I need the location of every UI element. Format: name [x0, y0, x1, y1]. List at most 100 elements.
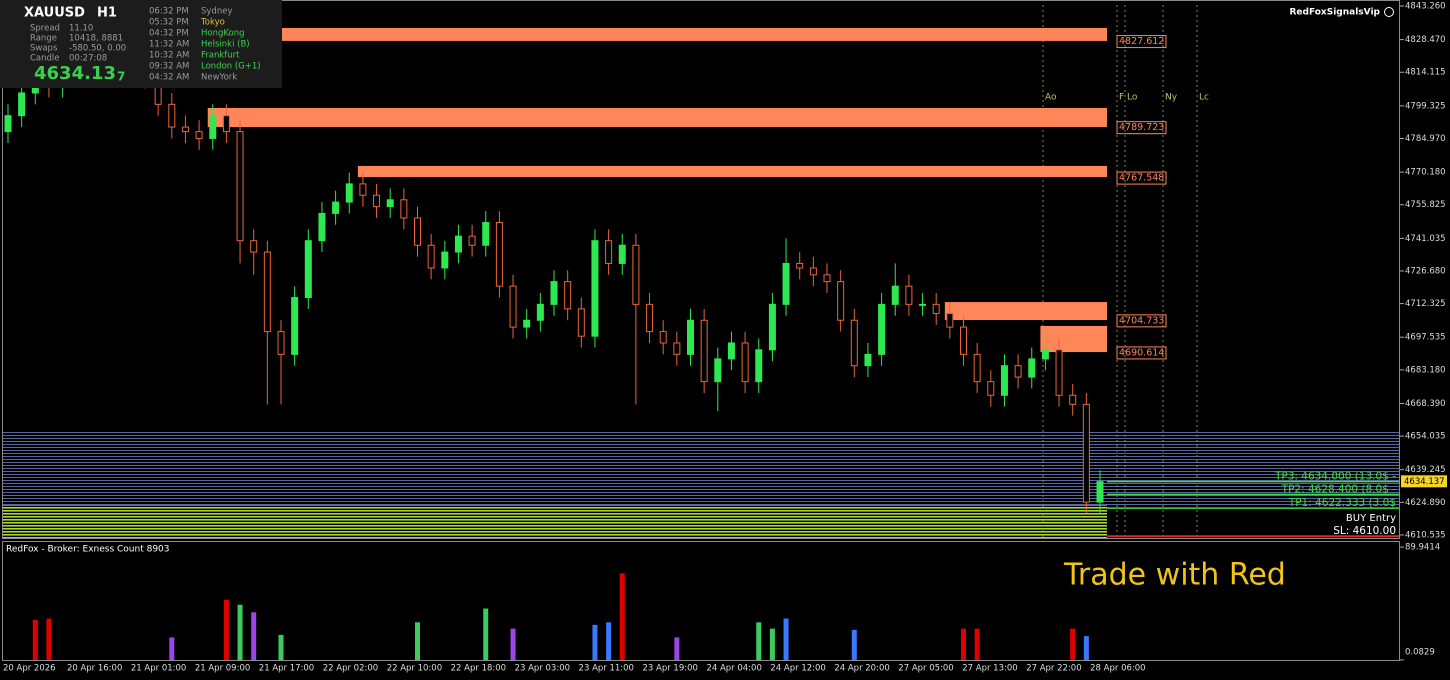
resistance-zone [944, 302, 1107, 321]
clock-city: Frankfurt [201, 51, 240, 61]
candle-body [809, 267, 817, 276]
y-tick-label: 4814.115 [1405, 68, 1446, 78]
candle-body [960, 326, 967, 355]
y-tick-label: 4610.535 [1405, 530, 1446, 540]
candle-body [495, 222, 503, 287]
candle-body [973, 353, 981, 383]
watermark: RedFoxSignalsVip [1289, 8, 1380, 18]
volume-band [3, 432, 1400, 505]
candle-body [782, 262, 790, 305]
candle-body [878, 303, 886, 355]
x-tick-label: 28 Apr 06:00 [1090, 664, 1145, 674]
x-tick-label: 27 Apr 22:00 [1026, 664, 1081, 674]
candle-body [905, 285, 913, 305]
session-label: Ny [1165, 93, 1178, 103]
info-label: Swaps [30, 44, 58, 54]
info-price: 4634.13 [34, 63, 116, 84]
candle-body [468, 235, 476, 246]
indicator-bar [1070, 628, 1076, 660]
clock-time: 04:32 PM [149, 29, 189, 39]
candle-body [4, 115, 12, 133]
candle-body [755, 349, 763, 383]
candle-body [277, 331, 285, 355]
candle-body [919, 303, 927, 306]
candle-body [632, 244, 640, 305]
candle-body [414, 217, 421, 246]
x-tick-label: 20 Apr 2026 [3, 664, 56, 674]
x-tick-label: 22 Apr 18:00 [451, 664, 506, 674]
candle-body [564, 281, 572, 310]
candle-body [946, 312, 954, 328]
candle-body [181, 126, 189, 133]
support-band [3, 505, 1107, 538]
clock-time: 11:32 AM [149, 40, 189, 50]
candle-body [1069, 394, 1077, 405]
candle-body [427, 244, 435, 269]
candle-body [646, 303, 654, 333]
clock-time: 06:32 PM [149, 7, 189, 17]
x-tick-label: 24 Apr 20:00 [834, 664, 889, 674]
indicator-bar [223, 599, 229, 660]
candle-body [1014, 365, 1022, 378]
candle-body [291, 297, 299, 355]
candle-body [932, 303, 940, 314]
candle-body [727, 342, 735, 360]
candle-body [577, 308, 585, 337]
candle-body [195, 131, 203, 139]
clock-time: 09:32 AM [149, 62, 189, 72]
zone-level-label: 4704.733 [1119, 315, 1164, 326]
indicator-bar [169, 637, 175, 660]
candle-body [236, 131, 244, 242]
current-price-tag [1401, 475, 1447, 488]
indicator-bar [619, 573, 625, 660]
resistance-zone [1040, 325, 1107, 353]
candle-body [536, 303, 544, 321]
info-value: 10418, 8881 [69, 34, 123, 44]
indicator-bar [756, 622, 762, 660]
indicator-bar [32, 619, 38, 660]
y-tick-label: 4755.825 [1405, 200, 1446, 210]
zone-level-box [1116, 346, 1167, 360]
session-label: Ao [1045, 93, 1057, 103]
indicator-title: RedFox - Broker: Exness Count 8903 [6, 545, 170, 555]
clock-time: 05:32 PM [149, 18, 189, 28]
candle-body [18, 92, 26, 117]
y-tick-label: 4770.180 [1405, 168, 1446, 178]
indicator-y-tick-label: 89.9414 [1405, 543, 1440, 553]
candle-body [891, 285, 899, 305]
candle-body [741, 342, 749, 383]
x-tick-label: 21 Apr 17:00 [259, 664, 314, 674]
current-price-label: 4634.137 [1404, 477, 1445, 487]
zone-level-label: 4690.614 [1119, 347, 1164, 358]
candle-body [673, 342, 681, 355]
x-tick-label: 27 Apr 13:00 [962, 664, 1017, 674]
indicator-bar [510, 628, 516, 660]
candle-body [850, 319, 858, 367]
indicator-bar [851, 629, 857, 660]
smiley-icon [1384, 7, 1394, 17]
trade-level-label: TP2: 4628.400 (8.0$ - [1281, 483, 1397, 495]
resistance-zone [357, 165, 1107, 178]
x-tick-label: 21 Apr 01:00 [131, 664, 186, 674]
zone-level-box [1116, 121, 1167, 135]
x-tick-label: 23 Apr 19:00 [643, 664, 698, 674]
candle-body [618, 244, 626, 264]
candle-body [591, 240, 599, 337]
candle-body [222, 115, 230, 133]
zone-level-label: 4767.548 [1119, 173, 1164, 184]
y-tick-label: 4726.680 [1405, 266, 1446, 276]
candle-body [864, 353, 872, 367]
trade-level-label: SL: 4610.00 [1333, 525, 1396, 537]
x-tick-label: 24 Apr 04:00 [706, 664, 761, 674]
info-panel [0, 0, 282, 88]
candle-body [837, 281, 845, 321]
candle-body [687, 319, 694, 355]
clock-city: HongKong [201, 29, 245, 39]
zone-level-box [1116, 35, 1167, 49]
indicator-bar [237, 604, 243, 660]
zone-level-label: 4827.612 [1119, 36, 1164, 47]
clock-time: 10:32 AM [149, 51, 189, 61]
timeframe: H1 [97, 6, 117, 21]
info-value: 11.10 [69, 24, 93, 34]
